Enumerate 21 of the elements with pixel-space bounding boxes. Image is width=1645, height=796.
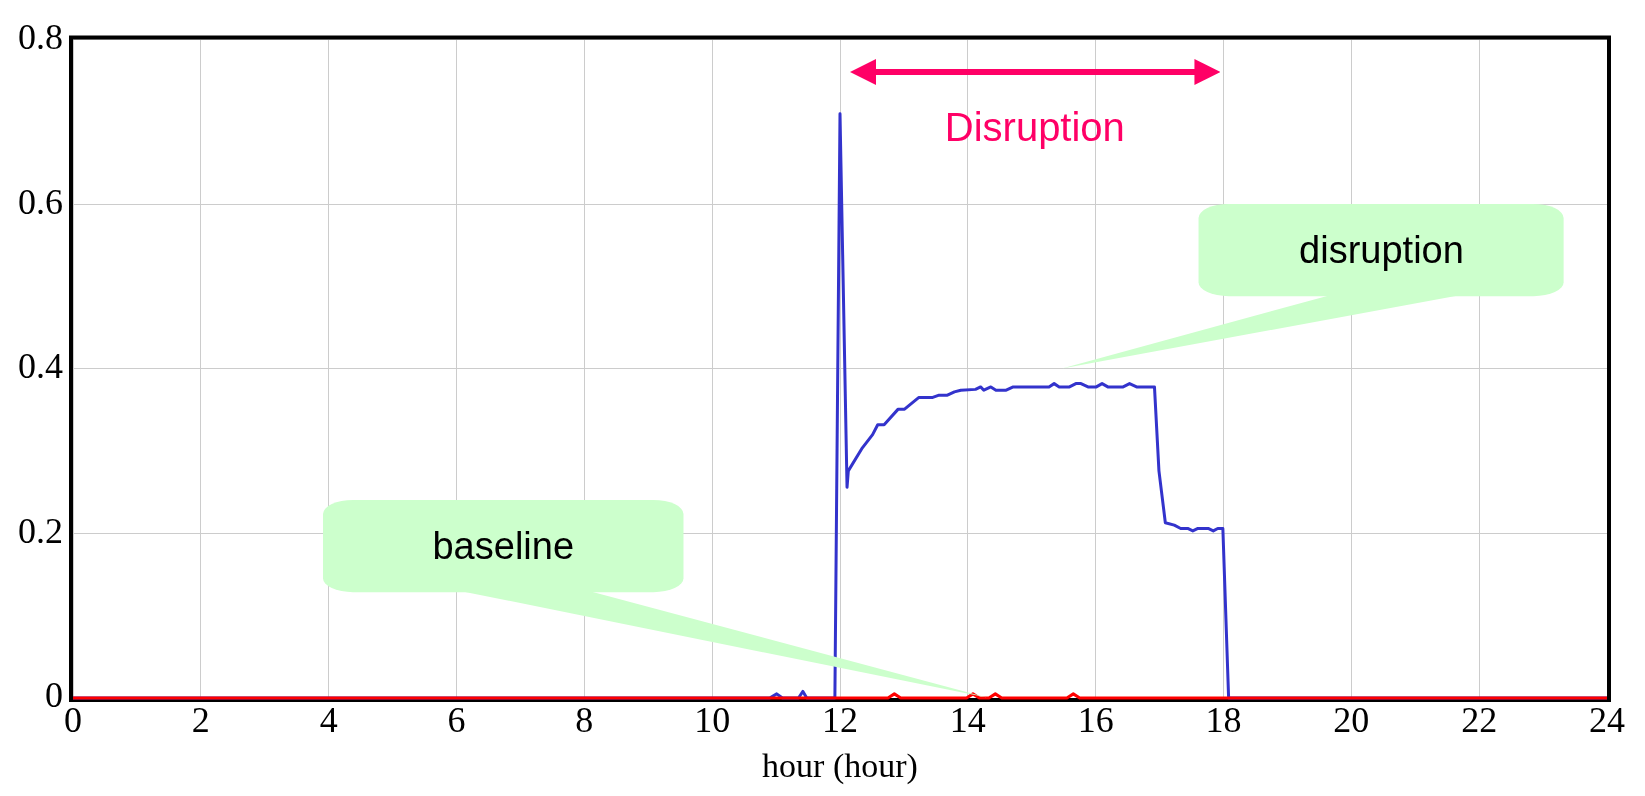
x-tick-label: 8: [575, 700, 594, 741]
x-axis-title: hour (hour): [762, 746, 918, 785]
x-tick-label: 2: [191, 700, 210, 741]
x-tick-label: 10: [694, 700, 731, 741]
y-tick-label: 0.4: [18, 346, 63, 387]
y-tick-label: 0: [45, 675, 63, 716]
x-tick-label: 18: [1205, 700, 1242, 741]
x-tick-label: 6: [447, 700, 466, 741]
speech-bubble: baseline: [323, 500, 988, 698]
annotation: Disruption: [944, 104, 1125, 149]
x-tick-label: 4: [319, 700, 338, 741]
x-tick-label: 14: [949, 700, 986, 741]
x-tick-label: 22: [1461, 700, 1498, 741]
x-tick-label: 16: [1077, 700, 1114, 741]
x-tick-label: 20: [1333, 700, 1370, 741]
x-tick-label: 12: [822, 700, 858, 741]
y-tick-label: 0.8: [18, 17, 63, 58]
y-tick-label: 0.6: [18, 181, 63, 222]
speech-bubble: disruption: [1062, 204, 1565, 369]
x-tick-label: 24: [1589, 700, 1625, 741]
y-tick-label: 0.2: [18, 510, 63, 551]
